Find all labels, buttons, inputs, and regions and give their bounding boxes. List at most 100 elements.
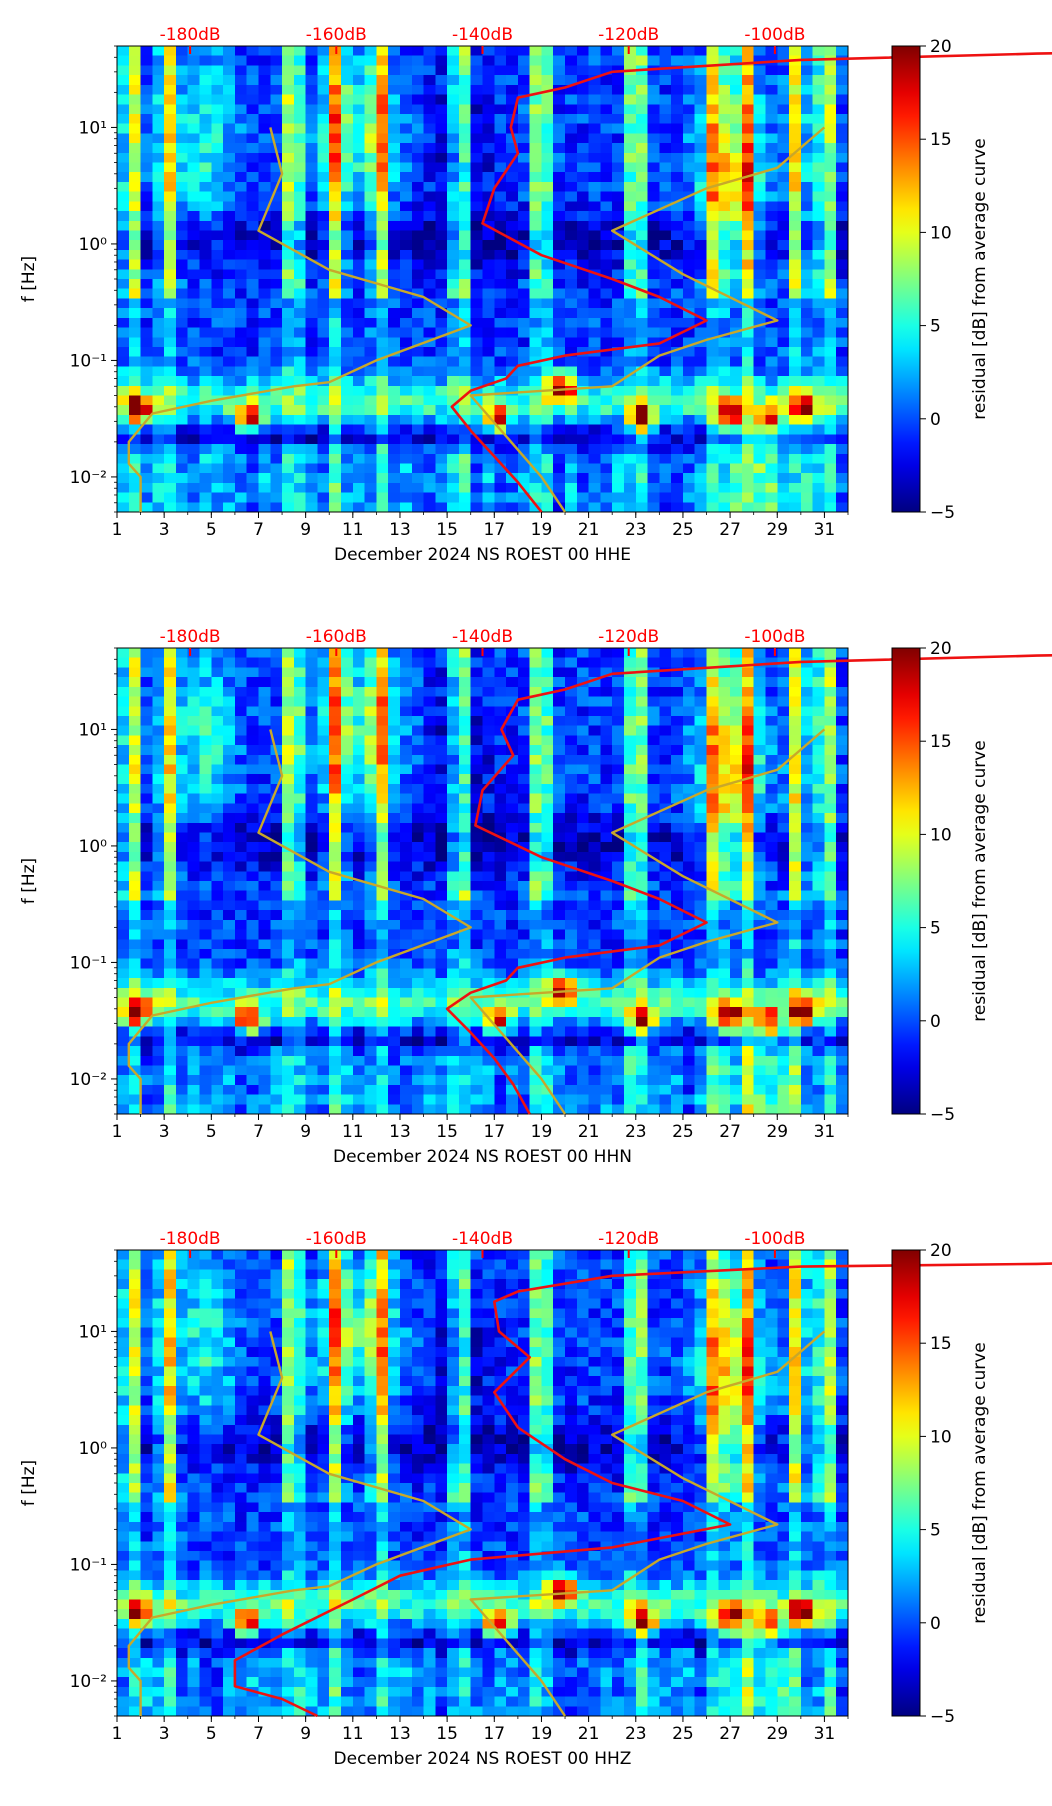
y-tick-label: 10⁻¹ [70, 1555, 107, 1575]
x-tick-label: 1 [112, 1724, 123, 1744]
x-tick-label: 17 [483, 1122, 505, 1142]
psd-median-curve [233, 1262, 1052, 1718]
colorbar: −5 0 5 10 15 20 residual [dB] from average cur… [891, 37, 990, 523]
colorbar-tick-label: 15 [930, 732, 952, 752]
spectrogram-panel-1: 1 3 5 7 9 11 13 15 17 19 21 23 25 27 29 3110⁻²10⁻¹10⁰10… [19, 25, 1052, 565]
x-tick-label: 9 [300, 1122, 311, 1142]
x-tick-label: 15 [436, 1724, 458, 1744]
x-axis-label: December 2024 NS ROEST 00 HHZ [334, 1749, 632, 1769]
x-tick-label: 1 [112, 1122, 123, 1142]
y-tick-label: 10⁻² [70, 1672, 107, 1692]
colorbar-tick-label: 20 [930, 639, 952, 659]
x-tick-label: 3 [159, 1724, 170, 1744]
y-tick-label: 10¹ [79, 1322, 107, 1342]
noise-model-low-curve [127, 729, 472, 1114]
x-tick-label: 31 [814, 1122, 836, 1142]
y-tick-label: 10⁻² [70, 1070, 107, 1090]
spectrogram-panel-3: 1 3 5 7 9 11 13 15 17 19 21 23 25 27 29 3110⁻²10⁻¹10⁰10… [19, 1229, 1052, 1769]
colorbar-label: residual [dB] from average curve [970, 1342, 990, 1623]
x-tick-label: 25 [672, 1724, 694, 1744]
top-db-label: -180dB [160, 1229, 221, 1249]
x-tick-label: 11 [342, 520, 364, 540]
x-tick-label: 13 [389, 1122, 411, 1142]
colorbar-tick-label: −5 [930, 1707, 955, 1727]
colorbar-tick-label: 0 [930, 410, 941, 430]
heatmap-cells [117, 1250, 849, 1717]
x-tick-label: 17 [483, 520, 505, 540]
x-tick-label: 31 [814, 1724, 836, 1744]
psd-median-curve [445, 653, 1052, 1115]
x-axis-label: December 2024 NS ROEST 00 HHE [334, 545, 631, 565]
top-db-label: -100dB [744, 1229, 805, 1249]
x-tick-label: 7 [253, 1724, 264, 1744]
colorbar-gradient [891, 1249, 921, 1717]
colorbar-tick-label: 20 [930, 37, 952, 57]
x-tick-label: 5 [206, 520, 217, 540]
x-tick-label: 21 [578, 1724, 600, 1744]
colorbar-tick-label: 10 [930, 223, 952, 243]
spectrogram-panel-2: 1 3 5 7 9 11 13 15 17 19 21 23 25 27 29 3110⁻²10⁻¹10⁰10… [19, 627, 1052, 1167]
top-db-label: -160dB [306, 627, 367, 647]
y-tick-label: 10¹ [79, 118, 107, 138]
x-tick-label: 27 [719, 1122, 741, 1142]
top-db-label: -120dB [598, 25, 659, 45]
x-tick-label: 9 [300, 1724, 311, 1744]
noise-model-low-curve [127, 1331, 472, 1716]
top-db-label: -120dB [598, 1229, 659, 1249]
x-tick-label: 23 [625, 1724, 647, 1744]
x-tick-label: 23 [625, 1122, 647, 1142]
x-tick-label: 25 [672, 520, 694, 540]
y-tick-label: 10⁻¹ [70, 351, 107, 371]
x-tick-label: 11 [342, 1724, 364, 1744]
x-tick-label: 11 [342, 1122, 364, 1142]
y-axis-label: f [Hz] [19, 256, 39, 302]
colorbar-label: residual [dB] from average curve [970, 138, 990, 419]
noise-model-high-curve [469, 1330, 826, 1717]
colorbar-label: residual [dB] from average curve [970, 740, 990, 1021]
x-tick-label: 1 [112, 520, 123, 540]
x-tick-label: 13 [389, 520, 411, 540]
x-tick-label: 27 [719, 520, 741, 540]
x-tick-label: 19 [531, 520, 553, 540]
colorbar-tick-label: 10 [930, 825, 952, 845]
top-db-label: -160dB [306, 25, 367, 45]
x-tick-label: 3 [159, 1122, 170, 1142]
y-tick-label: 10⁻² [70, 468, 107, 488]
top-db-label: -100dB [744, 25, 805, 45]
top-db-label: -100dB [744, 627, 805, 647]
y-axis-label: f [Hz] [19, 858, 39, 904]
top-db-label: -140dB [452, 1229, 513, 1249]
colorbar-tick-label: −5 [930, 1105, 955, 1125]
y-tick-label: 10⁰ [79, 1439, 108, 1459]
x-tick-label: 15 [436, 520, 458, 540]
y-tick-label: 10¹ [79, 720, 107, 740]
colorbar-tick-label: 5 [930, 317, 941, 337]
top-db-label: -140dB [452, 627, 513, 647]
top-db-label: -140dB [452, 25, 513, 45]
colorbar-tick-label: 20 [930, 1241, 952, 1261]
colorbar-tick-label: 10 [930, 1427, 952, 1447]
x-tick-label: 31 [814, 520, 836, 540]
noise-model-high-curve [469, 126, 826, 513]
y-tick-label: 10⁰ [79, 235, 108, 255]
noise-model-high-curve [469, 728, 826, 1115]
x-tick-label: 13 [389, 1724, 411, 1744]
x-tick-label: 21 [578, 1122, 600, 1142]
noise-model-low-curve [127, 127, 472, 512]
colorbar-tick-label: 15 [930, 130, 952, 150]
colorbar-tick-label: −5 [930, 503, 955, 523]
colorbar: −5 0 5 10 15 20 residual [dB] from average cur… [891, 639, 990, 1125]
colorbar-tick-label: 15 [930, 1334, 952, 1354]
top-db-label: -160dB [306, 1229, 367, 1249]
x-tick-label: 15 [436, 1122, 458, 1142]
x-tick-label: 5 [206, 1122, 217, 1142]
x-tick-label: 9 [300, 520, 311, 540]
top-db-label: -180dB [160, 627, 221, 647]
x-tick-label: 7 [253, 1122, 264, 1142]
colorbar-tick-label: 5 [930, 919, 941, 939]
x-tick-label: 29 [766, 520, 788, 540]
y-tick-label: 10⁻¹ [70, 953, 107, 973]
y-axis-label: f [Hz] [19, 1460, 39, 1506]
